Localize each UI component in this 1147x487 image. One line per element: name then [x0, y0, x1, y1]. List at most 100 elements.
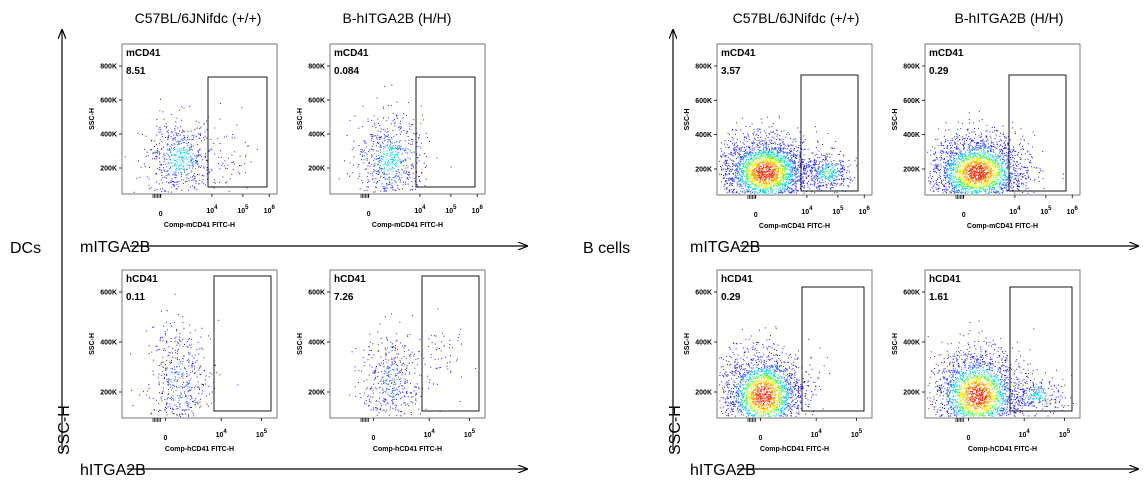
event-dot	[771, 172, 773, 174]
event-dot	[206, 403, 208, 405]
event-dot	[186, 401, 188, 403]
event-dot	[176, 168, 177, 170]
event-dot	[364, 190, 366, 192]
event-dot	[378, 180, 380, 181]
event-dot	[781, 159, 783, 161]
event-dot	[766, 161, 768, 163]
event-dot	[371, 156, 372, 158]
event-dot	[178, 399, 180, 401]
event-dot	[211, 149, 213, 151]
event-dot	[436, 347, 438, 349]
event-dot	[410, 164, 412, 166]
event-dot	[408, 140, 410, 142]
event-dot	[389, 367, 391, 369]
event-dot	[165, 364, 166, 366]
event-dot	[759, 162, 761, 164]
y-tick-label: 600K	[100, 290, 117, 297]
event-dot	[164, 176, 166, 178]
event-dot	[831, 184, 833, 186]
event-dot	[174, 159, 176, 161]
event-dot	[389, 168, 391, 170]
event-dot	[788, 168, 790, 170]
event-dot	[202, 178, 204, 180]
event-dot	[413, 132, 415, 134]
event-dot	[166, 404, 167, 406]
event-dot	[202, 390, 204, 392]
event-dot	[799, 155, 801, 157]
event-dot	[165, 181, 167, 183]
x-tick-label: 104	[414, 205, 426, 215]
event-dot	[826, 164, 828, 165]
event-dot	[801, 182, 803, 184]
event-dot	[791, 188, 793, 189]
event-dot	[171, 411, 173, 413]
event-dot	[397, 148, 399, 150]
event-dot	[186, 381, 188, 383]
event-dot	[779, 161, 781, 163]
event-dot	[786, 179, 788, 181]
event-dot	[774, 178, 776, 180]
event-dot	[159, 188, 161, 190]
event-dot	[438, 367, 440, 369]
event-dot	[756, 133, 758, 135]
event-dot	[780, 179, 782, 181]
event-dot	[206, 169, 208, 171]
event-dot	[770, 189, 772, 190]
event-dot	[780, 168, 782, 169]
event-dot	[171, 163, 173, 165]
event-dot	[829, 178, 831, 180]
event-dot	[246, 187, 248, 189]
event-dot	[362, 149, 363, 151]
event-dot	[825, 183, 827, 185]
event-dot	[757, 187, 759, 189]
event-dot	[733, 181, 735, 183]
event-dot	[735, 174, 737, 176]
event-dot	[783, 184, 785, 186]
event-dot	[970, 186, 972, 187]
event-dot	[778, 167, 780, 169]
event-dot	[814, 169, 815, 171]
event-dot	[163, 349, 165, 351]
event-dot	[191, 410, 193, 412]
event-dot	[770, 156, 772, 158]
event-dot	[183, 409, 185, 411]
event-dot	[186, 346, 188, 348]
event-dot	[384, 153, 385, 155]
event-dot	[179, 157, 181, 158]
event-dot	[388, 147, 389, 149]
event-dot	[150, 412, 152, 414]
event-dot	[166, 378, 168, 380]
event-dot	[770, 142, 772, 144]
event-dot	[781, 158, 783, 160]
event-dot	[215, 372, 217, 374]
event-dot	[758, 157, 760, 159]
event-dot	[724, 183, 726, 185]
event-dot	[792, 170, 794, 172]
event-dot	[816, 164, 818, 166]
event-dot	[730, 189, 732, 191]
event-dot	[784, 177, 786, 179]
event-dot	[380, 380, 382, 382]
event-dot	[762, 189, 764, 191]
event-dot	[846, 177, 848, 179]
event-dot	[819, 161, 821, 162]
y-axis-label: SSC-H	[297, 333, 304, 355]
event-dot	[210, 168, 212, 170]
event-dot	[366, 153, 368, 155]
event-dot	[416, 393, 417, 395]
event-dot	[359, 173, 361, 175]
event-dot	[759, 128, 761, 130]
event-dot	[762, 181, 764, 183]
event-dot	[184, 152, 185, 154]
event-dot	[786, 181, 788, 183]
event-dot	[411, 189, 413, 191]
event-dot	[754, 167, 756, 169]
event-dot	[394, 189, 396, 191]
event-dot	[405, 152, 407, 154]
event-dot	[372, 372, 374, 374]
event-dot	[797, 164, 799, 166]
event-dot	[187, 135, 189, 137]
event-dot	[819, 174, 821, 175]
event-dot	[752, 169, 754, 171]
event-dot	[394, 348, 396, 350]
